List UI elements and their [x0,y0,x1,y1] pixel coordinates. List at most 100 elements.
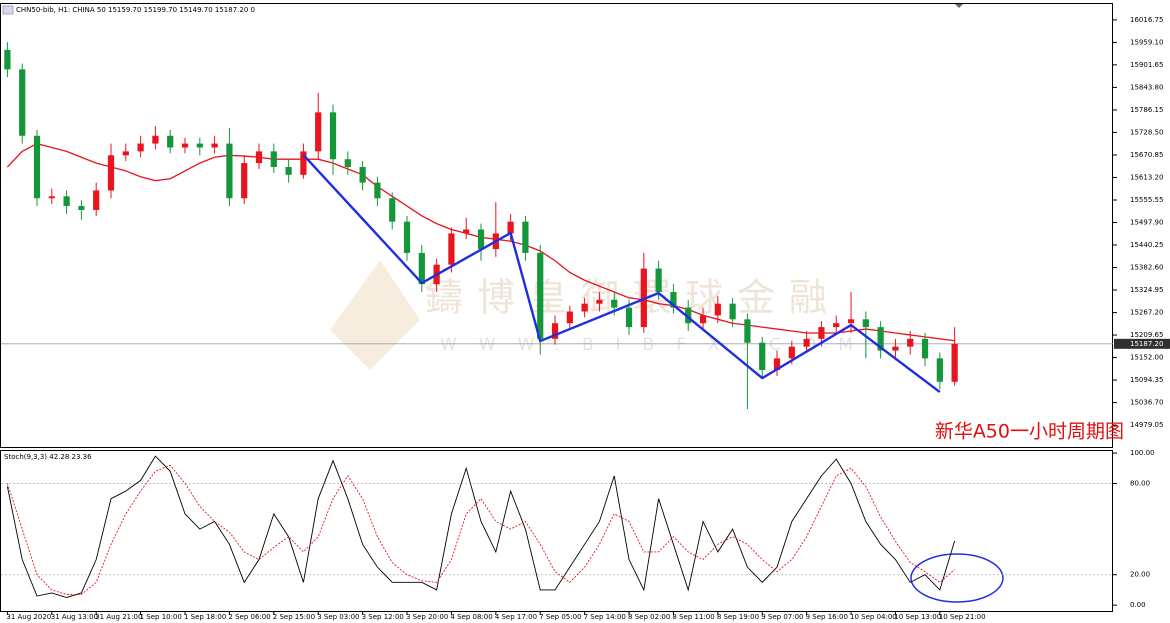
candle-body [418,252,425,285]
candle-body [951,343,958,382]
scroll-marker [955,4,963,8]
x-tick-label: 31 Aug 21:00 [95,613,142,621]
candle-body [48,196,55,199]
price-header: CHN50-bib, H1: CHINA 50 15159.70 15199.7… [16,6,255,14]
candle-body [19,69,26,136]
candle-body [744,319,751,343]
candle-body [847,319,855,324]
x-tick-label: 1 Sep 10:00 [140,613,182,621]
x-tick-label: 8 Sep 11:00 [672,613,714,621]
x-tick-label: 31 Aug 13:00 [51,613,98,621]
x-tick-label: 3 Sep 20:00 [406,613,448,621]
price-label: 15187.20 [1130,340,1163,348]
y-tick-label: 15843.80 [1130,83,1163,91]
candle-body [596,299,603,304]
candle-body [611,299,618,308]
candle-body [93,190,100,210]
y-tick-label: 15267.20 [1130,309,1163,317]
candle-body [670,291,677,308]
y-tick-label: 15497.90 [1130,219,1163,227]
x-tick-label: 31 Aug 2020 [6,613,51,621]
candle-body [463,229,470,234]
candle-body [773,358,781,371]
x-tick-label: 4 Sep 08:00 [450,613,492,621]
y-tick-label: 80.00 [1130,479,1150,487]
candle-body [255,151,263,164]
candle-body [862,319,869,328]
stoch-panel [0,450,1113,612]
candle-body [833,323,840,328]
x-tick-label: 3 Sep 12:00 [362,613,404,621]
x-tick-label: 9 Sep 07:00 [761,613,803,621]
candle-body [892,346,899,351]
candle-body [581,303,588,312]
candle-body [403,221,411,253]
y-tick-label: 20.00 [1130,571,1150,579]
stoch-header: Stoch(9,3,3) 42.28 23.36 [4,453,92,461]
y-tick-label: 15324.95 [1130,286,1163,294]
candle-body [699,315,707,324]
y-tick-label: 15959.10 [1130,38,1163,46]
x-tick-label: 10 Sep 04:00 [850,613,897,621]
watermark-text: 鑄博皇御環球金融 [425,276,841,320]
y-tick-label: 100.00 [1130,449,1155,457]
y-tick-label: 15555.55 [1130,196,1163,204]
y-tick-label: 15440.25 [1130,241,1163,249]
candle-body [818,327,825,339]
candle-body [685,307,692,324]
candle-body [181,143,189,148]
candle-body [167,135,174,148]
x-tick-label: 1 Sep 18:00 [184,613,226,621]
x-tick-label: 4 Sep 17:00 [495,613,537,621]
x-tick-label: 9 Sep 16:00 [806,613,848,621]
candle-body [4,49,11,70]
candle-body [285,167,292,175]
y-tick-label: 15152.00 [1130,354,1163,362]
candle-body [122,151,129,156]
x-tick-label: 8 Sep 02:00 [628,613,670,621]
candle-body [625,307,633,328]
y-tick-label: 15209.65 [1130,331,1163,339]
annotation: 新华A50一小时周期图 [935,421,1124,443]
candle-body [329,112,337,160]
x-tick-label: 8 Sep 19:00 [717,613,759,621]
candle-body [921,338,929,359]
candle-body [537,252,544,339]
candle-body [566,311,573,324]
highlight-ellipse [910,553,1004,603]
candle-body [507,221,514,234]
x-tick-label: 10 Sep 21:00 [939,613,986,621]
candle-body [374,182,381,199]
x-tick-label: 3 Sep 03:00 [317,613,359,621]
price-label-bg [1114,338,1170,349]
candle-body [315,112,322,152]
x-tick-label: 2 Sep 06:00 [228,613,270,621]
zigzag [302,154,941,394]
y-tick-label: 16016.75 [1130,16,1163,24]
y-tick-label: 14979.05 [1130,421,1163,429]
symbol-icon [2,5,14,15]
candle-body [107,155,115,191]
y-tick-label: 15382.60 [1130,264,1163,272]
candle-body [907,338,914,347]
candle-body [63,196,70,207]
candle-body [788,346,795,359]
y-tick-label: 15901.65 [1130,61,1163,69]
candle-body [655,268,662,292]
candle-body [477,229,485,250]
candle-body [389,198,396,222]
candle-body [344,159,351,168]
candle-body [270,151,277,168]
candle-body [803,338,810,347]
candle-body [33,135,41,199]
candle-body [152,135,159,144]
candle-body [877,327,884,351]
y-tick-label: 15728.50 [1130,128,1163,136]
watermark-logo [330,260,420,370]
candle-body [714,303,721,316]
candle-body [551,323,559,339]
y-tick-label: 15094.35 [1130,376,1163,384]
y-tick-label: 15670.85 [1130,151,1163,159]
candle-body [936,358,943,382]
stoch-line [6,455,956,599]
